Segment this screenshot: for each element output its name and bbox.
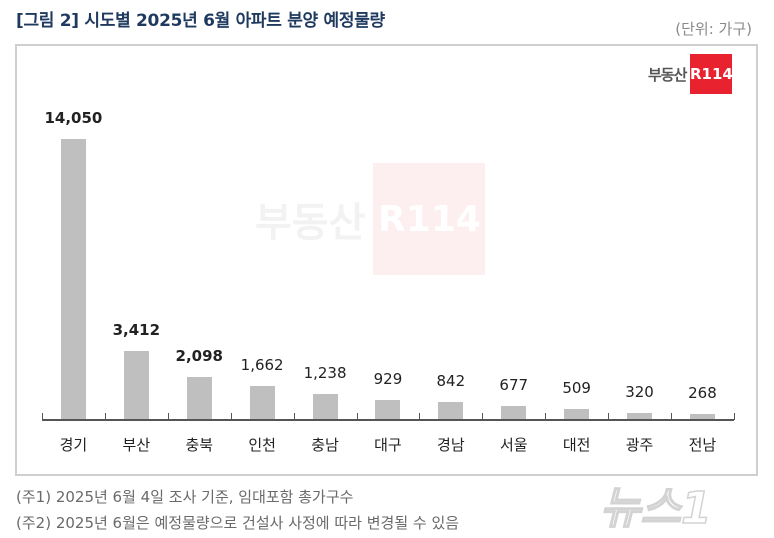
footnote-2: (주2) 2025년 6월은 예정물량으로 건설사 사정에 따라 변경될 수 있… [16,514,460,532]
logo-text: 부동산 [648,65,687,84]
bar-대구 [375,400,401,419]
category-label: 서울 [499,436,528,454]
bar-경남 [438,402,464,419]
category-label: 부산 [122,436,151,454]
value-label: 2,098 [175,347,223,366]
bar-부산 [123,351,149,419]
category-label: 대전 [562,436,591,454]
x-axis-tick [608,413,610,420]
value-label: 268 [688,383,717,402]
x-axis-tick [104,413,106,420]
value-label: 1,238 [303,364,347,383]
x-axis-tick [356,413,358,420]
r114-logo: 부동산 R114 [648,54,733,94]
value-label: 842 [436,372,466,391]
x-axis-tick [482,413,484,420]
category-label: 충남 [311,436,339,454]
bar-인천 [249,385,275,419]
x-axis-tick [42,413,43,420]
x-axis-tick [671,413,672,420]
category-label: 경남 [437,436,465,454]
category-label: 인천 [248,436,276,454]
value-label: 1,662 [240,355,284,374]
category-label: 전남 [688,436,717,454]
category-label: 광주 [625,436,654,454]
chart-title: [그림 2] 시도별 2025년 6월 아파트 분양 예정물량 [16,11,385,31]
logo-box: R114 [690,54,733,94]
value-label: 3,412 [112,321,161,339]
bar-대전 [564,408,590,419]
bar-서울 [501,405,527,419]
x-axis-tick [545,413,547,420]
bar-충남 [312,394,338,419]
bar-충북 [186,377,212,419]
x-axis [42,419,734,421]
bar-경기 [60,139,86,419]
x-axis-tick [293,413,295,420]
category-label: 충북 [185,436,214,454]
x-axis-tick [733,413,735,420]
value-label: 509 [562,378,591,397]
x-axis-tick [167,413,169,420]
value-label: 677 [499,375,529,394]
news1-watermark: 뉴스1 [599,482,712,535]
category-label: 대구 [374,436,402,454]
x-axis-tick [419,413,421,420]
value-label: 320 [625,382,654,401]
footnote-1: (주1) 2025년 6월 4일 조사 기준, 임대포함 총가구수 [16,488,354,506]
x-axis-tick [230,413,232,420]
bar-전남 [689,413,715,419]
category-label: 경기 [59,436,88,454]
value-label: 929 [373,370,403,389]
value-label: 14,050 [44,109,103,127]
bar-광주 [627,412,653,419]
unit-label: (단위: 가구) [675,20,752,38]
